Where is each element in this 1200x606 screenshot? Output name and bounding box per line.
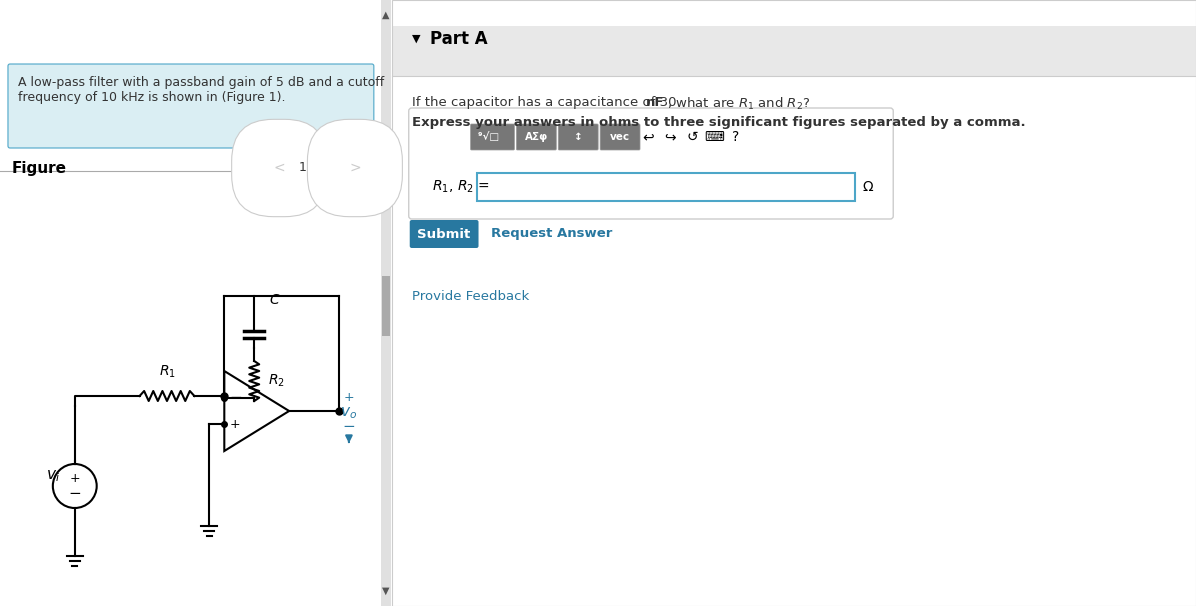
FancyBboxPatch shape bbox=[409, 220, 479, 248]
Text: +: + bbox=[229, 418, 240, 431]
Bar bbox=[391, 0, 1196, 606]
FancyBboxPatch shape bbox=[516, 124, 557, 150]
Text: −: − bbox=[68, 487, 82, 502]
Text: Part A: Part A bbox=[430, 30, 487, 48]
Text: Request Answer: Request Answer bbox=[492, 227, 613, 241]
Text: +: + bbox=[70, 471, 80, 485]
Text: $R_1$, $R_2$ =: $R_1$, $R_2$ = bbox=[432, 179, 490, 195]
Text: nF: nF bbox=[646, 96, 665, 109]
Text: $C$: $C$ bbox=[269, 293, 281, 307]
FancyBboxPatch shape bbox=[600, 124, 640, 150]
Bar bbox=[391, 76, 1196, 606]
Text: ▼: ▼ bbox=[382, 586, 390, 596]
Text: If the capacitor has a capacitance of 30: If the capacitor has a capacitance of 30 bbox=[412, 96, 680, 109]
Text: Ω: Ω bbox=[862, 180, 872, 194]
FancyBboxPatch shape bbox=[409, 108, 893, 219]
Text: Figure: Figure bbox=[12, 161, 67, 176]
Text: ?: ? bbox=[732, 130, 739, 144]
Text: , what are $R_1$ and $R_2$?: , what are $R_1$ and $R_2$? bbox=[667, 96, 810, 112]
Text: Provide Feedback: Provide Feedback bbox=[412, 290, 529, 302]
Text: ↺: ↺ bbox=[686, 130, 697, 144]
Text: A low-pass filter with a passband gain of 5 dB and a cutoff
frequency of 10 kHz : A low-pass filter with a passband gain o… bbox=[18, 76, 384, 104]
Text: vec: vec bbox=[610, 132, 630, 142]
Text: ⁹√□: ⁹√□ bbox=[479, 132, 506, 142]
FancyBboxPatch shape bbox=[558, 124, 598, 150]
Bar bbox=[382, 276, 390, 336]
Text: ΑΣφ: ΑΣφ bbox=[524, 132, 548, 142]
Bar bbox=[391, 26, 1196, 76]
Text: >: > bbox=[349, 161, 361, 175]
Text: Submit: Submit bbox=[418, 227, 470, 241]
Text: ⌨: ⌨ bbox=[703, 130, 724, 144]
Bar bbox=[380, 0, 391, 606]
Text: −: − bbox=[342, 419, 355, 434]
Text: $R_1$: $R_1$ bbox=[158, 364, 175, 380]
Text: −: − bbox=[229, 390, 242, 405]
Text: <: < bbox=[274, 161, 284, 175]
Text: ▲: ▲ bbox=[382, 10, 390, 20]
Text: ↕: ↕ bbox=[574, 132, 582, 142]
Text: ↪: ↪ bbox=[664, 130, 676, 144]
Text: 1 of 1: 1 of 1 bbox=[299, 161, 335, 174]
Text: ▼: ▼ bbox=[412, 34, 420, 44]
FancyBboxPatch shape bbox=[470, 124, 515, 150]
Text: $R_2$: $R_2$ bbox=[268, 373, 286, 389]
FancyBboxPatch shape bbox=[476, 173, 856, 201]
Text: $v_i$: $v_i$ bbox=[46, 468, 60, 484]
Text: ↩: ↩ bbox=[642, 130, 654, 144]
Text: Express your answers in ohms to three significant figures separated by a comma.: Express your answers in ohms to three si… bbox=[412, 116, 1025, 129]
Text: $v_o$: $v_o$ bbox=[341, 405, 358, 421]
FancyBboxPatch shape bbox=[8, 64, 374, 148]
Text: +: + bbox=[343, 391, 354, 404]
